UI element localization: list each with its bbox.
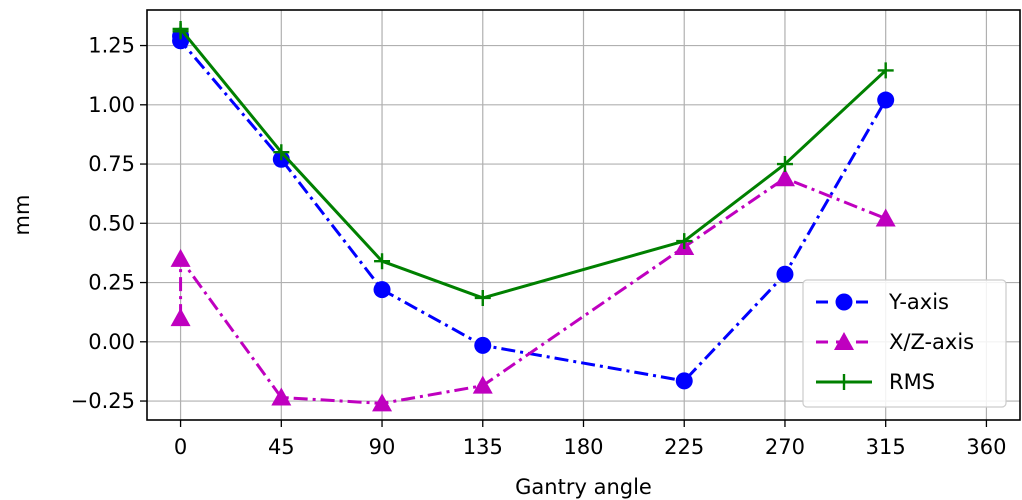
y-axis-label: mm — [10, 195, 34, 236]
data-point-rms — [474, 289, 491, 306]
x-axis-ticks: 0 45 90 135 180 225 270 315 360 — [174, 420, 1006, 459]
y-tick-label: 0.00 — [88, 330, 135, 354]
legend-marker-rms — [836, 374, 852, 390]
series-line-x-z-axis — [179, 176, 887, 405]
series-line-y-axis — [179, 36, 887, 383]
y-tick-label: 1.25 — [88, 34, 135, 58]
data-point-x-z-axis — [271, 387, 292, 406]
x-tick-label: 90 — [369, 435, 396, 459]
data-point-rms — [676, 233, 693, 250]
legend-box — [802, 279, 1007, 408]
data-point-rms — [172, 20, 189, 37]
y-tick-label: 0.50 — [88, 211, 135, 235]
data-point-y-axis — [172, 32, 190, 50]
y-axis-ticks: −0.25 0.00 0.25 0.50 0.75 1.00 1.25 — [71, 34, 147, 413]
data-point-x-z-axis — [875, 208, 896, 227]
legend: Y-axis X/Z-axis RMS — [802, 279, 1007, 408]
series-rms — [172, 20, 894, 306]
legend-label-y-axis: Y-axis — [888, 290, 949, 314]
data-point-y-axis — [675, 372, 693, 390]
data-point-y-axis — [877, 91, 895, 109]
data-point-rms — [273, 144, 290, 161]
legend-label-x-z-axis: X/Z-axis — [889, 330, 974, 354]
data-point-x-z-axis — [170, 308, 191, 327]
data-point-x-z-axis — [170, 248, 191, 267]
data-point-y-axis — [373, 281, 391, 299]
x-axis-label: Gantry angle — [515, 475, 652, 499]
y-tick-label: 0.75 — [88, 152, 135, 176]
x-tick-label: 315 — [866, 435, 906, 459]
legend-marker-y-axis — [835, 293, 853, 311]
data-point-rms — [877, 62, 894, 79]
x-tick-label: 360 — [966, 435, 1006, 459]
x-tick-label: 45 — [268, 435, 295, 459]
y-tick-label: 0.25 — [88, 271, 135, 295]
series-x-z-axis — [170, 168, 896, 412]
data-point-x-z-axis — [472, 375, 493, 394]
series-line-rms — [179, 27, 887, 300]
x-tick-label: 180 — [563, 435, 603, 459]
x-tick-label: 0 — [174, 435, 187, 459]
x-tick-label: 225 — [664, 435, 704, 459]
data-point-x-z-axis — [372, 393, 393, 412]
x-tick-label: 135 — [463, 435, 503, 459]
data-point-x-z-axis — [774, 168, 795, 187]
y-tick-label: −0.25 — [71, 389, 135, 413]
data-point-y-axis — [776, 265, 794, 283]
y-tick-label: 1.00 — [88, 93, 135, 117]
data-point-rms — [776, 156, 793, 173]
legend-marker-x-z-axis — [834, 332, 854, 350]
series-layer — [170, 20, 896, 412]
data-point-rms — [374, 253, 391, 270]
data-point-y-axis — [474, 336, 492, 354]
x-tick-label: 270 — [765, 435, 805, 459]
legend-label-rms: RMS — [889, 370, 935, 394]
